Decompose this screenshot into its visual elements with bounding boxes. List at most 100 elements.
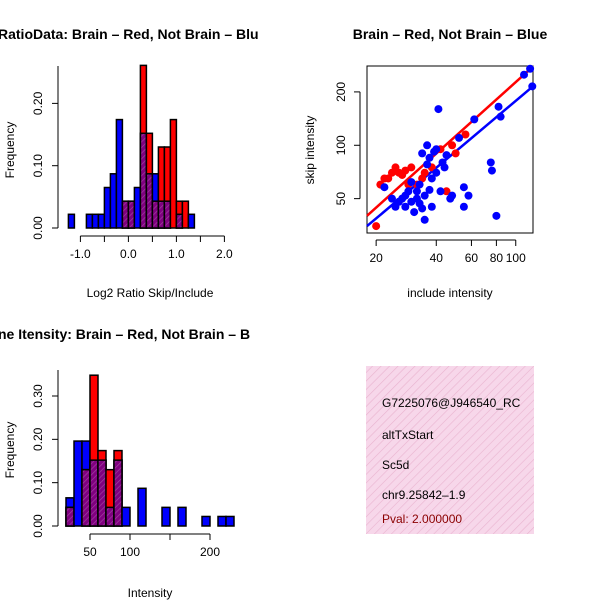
not-brain-point [494,102,503,111]
not-brain-point [410,208,419,217]
not-brain-point [528,82,537,91]
not-brain-point [496,112,505,121]
intensity-histogram-x-label: Intensity [128,586,173,600]
brain-point [461,130,470,139]
intensity-histogram-bars [65,374,235,527]
not-brain-point [387,194,396,203]
ratio-not-brain-bar [115,118,124,229]
ratio-histogram-panel: RatioData: Brain – Red, Not Brain – Blu … [0,26,259,300]
intensity-overlap-bar [89,459,99,527]
intensity-overlap-bar [81,468,91,527]
scatter-x-tick-label: 100 [506,251,526,265]
scatter-plot-box [366,65,534,234]
intensity-not-brain-bar [217,515,227,527]
not-brain-point [423,141,432,150]
ratio-overlap-bar [151,200,160,229]
not-brain-point [425,185,434,194]
ratio-not-brain-bar [109,173,118,229]
scatter-y-label: skip intensity [303,116,317,185]
not-brain-point [442,151,451,160]
brain-point [407,163,416,172]
ratio-histogram-x-label: Log2 Ratio Skip/Include [87,286,214,300]
scatter-x-tick-label: 40 [430,251,444,265]
not-brain-point [427,202,436,211]
ratio-not-brain-bar [103,186,112,229]
brain-point [442,187,451,196]
not-brain-point [423,160,432,169]
ratio-y-tick-label: 0.10 [31,154,45,178]
intensity-y-tick-label: 0.20 [31,427,45,451]
intensity-y-tick-label: 0.10 [31,471,45,495]
not-brain-point [404,187,413,196]
intensity-not-brain-bar [177,506,187,527]
not-brain-point [440,163,449,172]
ratio-not-brain-bar [85,213,94,229]
ratio-y-tick-label: 0.20 [31,91,45,115]
scatter-title: Brain – Red, Not Brain – Blue [353,26,548,42]
brain-point [372,222,381,231]
scatter-y-tick-label: 100 [334,135,348,155]
ratio-x-tick-label: 2.0 [216,247,233,261]
ratio-histogram-y-label: Frequency [3,122,17,179]
not-brain-point [486,158,495,167]
ratio-not-brain-bar [133,186,142,229]
not-brain-point [459,202,468,211]
brain-fit-line [366,65,534,217]
not-brain-point [401,202,410,211]
intensity-x-tick-label: 200 [200,545,220,559]
not-brain-point [418,204,427,213]
brain-point [420,168,429,177]
not-brain-point [420,191,429,200]
not-brain-point [526,64,535,73]
ratio-overlap-bar [127,200,136,229]
scatter-points [372,64,537,231]
intensity-histogram-panel: ne Itensity: Brain – Red, Not Brain – B … [0,326,250,600]
info-event-type: altTxStart [382,428,434,442]
ratio-overlap-bar [121,200,130,229]
brain-point [401,166,410,175]
intensity-overlap-bar [113,459,123,527]
not-brain-point [470,115,479,124]
scatter-x-tick-label: 60 [465,251,479,265]
brain-point [448,141,457,150]
ratio-overlap-bar [163,200,172,229]
brain-point [384,174,393,183]
not-brain-point [455,133,464,142]
intensity-histogram-axes: 50 100 200 0.00 0.10 0.20 0.30 [31,370,220,559]
ratio-overlap-bar [145,173,154,229]
ratio-histogram-title: RatioData: Brain – Red, Not Brain – Blu [0,26,259,42]
not-brain-point [464,191,473,200]
ratio-x-tick-label: -1.0 [70,247,91,261]
intensity-histogram-y-label: Frequency [3,422,17,479]
ratio-not-brain-bar [91,213,100,229]
not-brain-point [432,145,441,154]
intensity-overlap-bar [97,459,107,527]
scatter-x-label: include intensity [407,286,492,300]
ratio-overlap-bar [175,213,184,229]
intensity-not-brain-bar [225,515,235,527]
intensity-x-tick-label: 100 [120,545,140,559]
not-brain-point [425,153,434,162]
scatter-y-tick-label: 200 [334,82,348,102]
not-brain-point [520,70,529,79]
intensity-scatter-panel: Brain – Red, Not Brain – Blue 20 40 60 80 10… [303,26,547,300]
not-brain-point [448,191,457,200]
not-brain-point [459,183,468,192]
not-brain-point [487,166,496,175]
ratio-not-brain-bar [97,213,106,229]
ratio-y-tick-label: 0.00 [31,216,45,240]
info-gene-name: Sc5d [382,458,409,472]
not-brain-point [380,183,389,192]
not-brain-point [412,187,421,196]
not-brain-point [434,105,443,114]
intensity-not-brain-bar [201,515,211,527]
intensity-histogram-title: ne Itensity: Brain – Red, Not Brain – B [0,326,250,342]
info-location: chr9.25842–1.9 [382,488,466,502]
ratio-not-brain-bar [67,213,76,229]
intensity-y-tick-label: 0.30 [31,384,45,408]
intensity-not-brain-bar [121,506,131,527]
not-brain-point [432,168,441,177]
ratio-not-brain-bar [187,213,196,229]
not-brain-point [436,187,445,196]
